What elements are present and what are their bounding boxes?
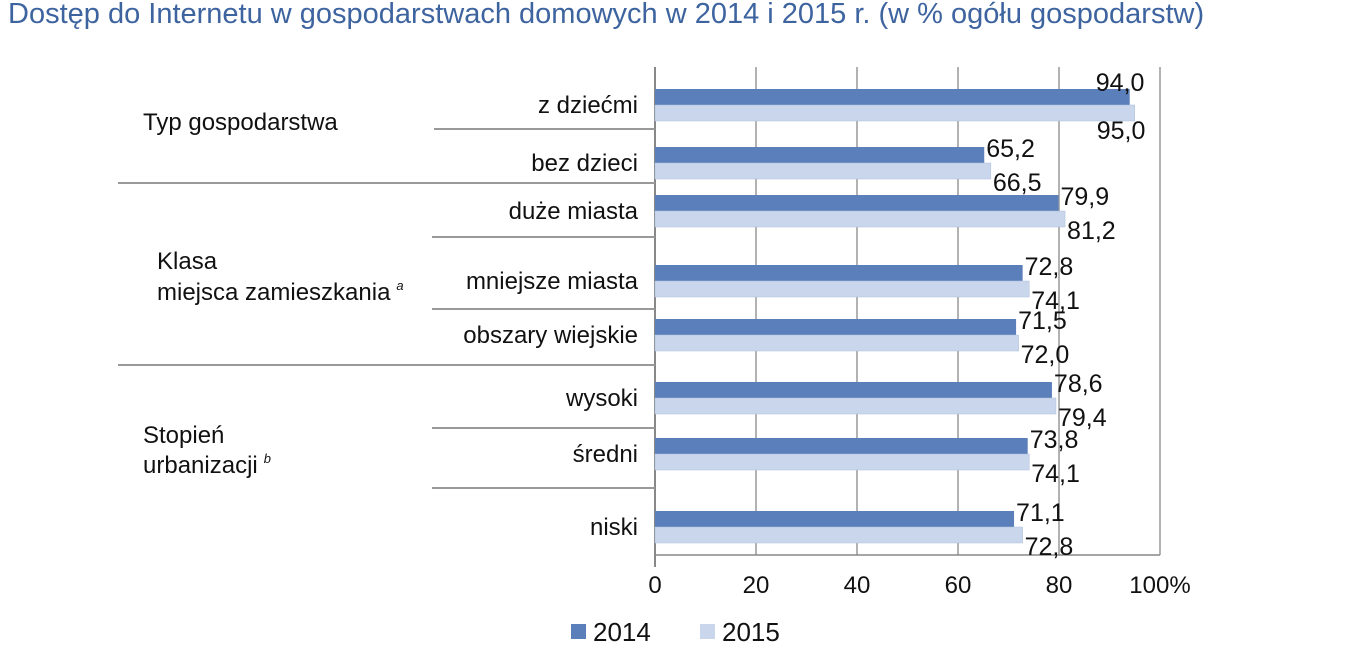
x-tick-label: 100% [1129, 572, 1190, 599]
bar-2015 [654, 162, 992, 180]
data-label-2015: 95,0 [1097, 117, 1146, 145]
bar-2014 [655, 319, 1017, 335]
data-label-2014: 78,6 [1054, 370, 1103, 398]
x-tick-label: 60 [945, 572, 972, 599]
legend-swatch-2014 [571, 624, 586, 639]
category-label: z dziećmi [538, 92, 638, 119]
legend-swatch-2015 [700, 624, 715, 639]
bar-2014 [655, 265, 1023, 281]
bar-2014 [655, 382, 1052, 398]
x-tick-label: 0 [648, 572, 661, 599]
group-label: Typ gospodarstwa [143, 109, 338, 136]
data-label-2014: 72,8 [1025, 253, 1074, 281]
data-label-2014: 71,5 [1018, 307, 1067, 335]
bar-2014 [655, 89, 1130, 105]
legend-label-2014: 2014 [593, 617, 651, 647]
data-label-2015: 72,0 [1021, 341, 1070, 369]
data-label-2014: 73,8 [1030, 426, 1079, 454]
data-label-2015: 74,1 [1031, 460, 1080, 488]
group-label: miejsca zamieszkania a [157, 278, 404, 306]
x-tick-label: 80 [1046, 572, 1073, 599]
data-label-2014: 94,0 [1096, 69, 1145, 97]
x-tick-label: 20 [743, 572, 770, 599]
bar-2015 [654, 334, 1019, 352]
category-label: wysoki [565, 385, 638, 412]
chart-title: Dostęp do Internetu w gospodarstwach dom… [8, 0, 1205, 30]
category-label: bez dzieci [531, 150, 638, 177]
category-label: średni [573, 441, 638, 468]
data-label-2015: 79,4 [1058, 404, 1107, 432]
bar-2015 [654, 397, 1057, 415]
x-tick-label: 40 [844, 572, 871, 599]
data-label-2014: 71,1 [1016, 499, 1065, 527]
data-label-2015: 74,1 [1031, 287, 1080, 315]
bar-2014 [655, 147, 985, 163]
bar-2015 [654, 453, 1030, 471]
data-label-2014: 79,9 [1060, 183, 1109, 211]
bar-2015 [654, 280, 1030, 298]
bar-2014 [655, 195, 1059, 211]
data-label-2015: 81,2 [1067, 217, 1116, 245]
group-label: Klasa [157, 248, 218, 275]
legend-label-2015: 2015 [722, 617, 780, 647]
bar-2015 [654, 104, 1135, 122]
category-label: obszary wiejskie [463, 322, 638, 349]
category-label: duże miasta [509, 198, 639, 225]
category-label: niski [590, 514, 638, 541]
data-label-2015: 66,5 [993, 169, 1042, 197]
group-label: urbanizacji b [143, 451, 271, 479]
data-label-2015: 72,8 [1025, 533, 1074, 561]
group-label: Stopień [143, 422, 224, 449]
bar-2014 [655, 438, 1028, 454]
bar-2015 [654, 526, 1023, 544]
bar-2014 [655, 511, 1015, 527]
category-label: mniejsze miasta [466, 268, 639, 295]
bar-2015 [654, 210, 1066, 228]
data-label-2014: 65,2 [986, 135, 1035, 163]
